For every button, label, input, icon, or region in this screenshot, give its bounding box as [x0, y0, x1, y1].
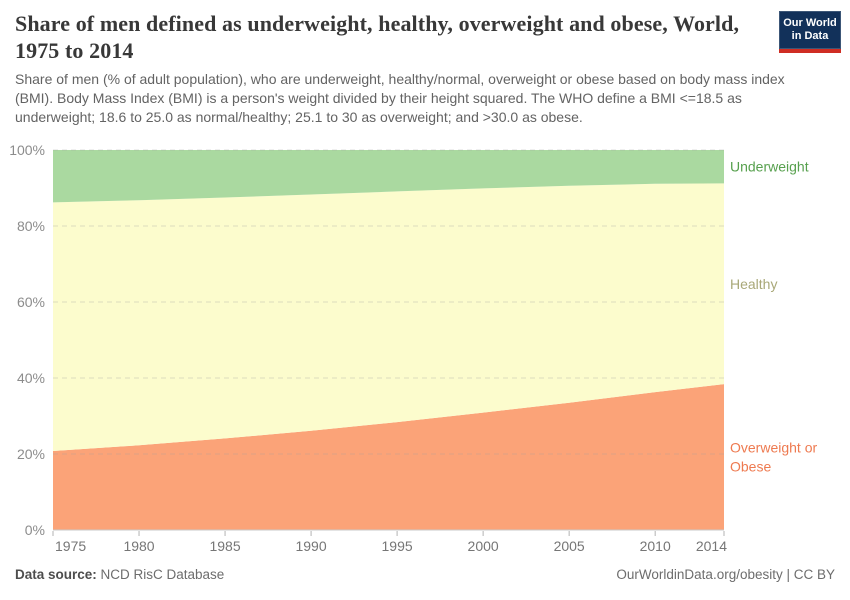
area-overweight-or-obese[interactable] [53, 384, 724, 530]
data-source-value: NCD RisC Database [96, 567, 225, 582]
x-axis-label: 2000 [468, 538, 499, 554]
y-axis-label: 40% [17, 370, 45, 386]
x-axis-label: 2014 [696, 538, 727, 554]
y-axis-label: 20% [17, 446, 45, 462]
data-source: Data source: NCD RisC Database [15, 567, 224, 587]
x-axis-label: 1990 [295, 538, 326, 554]
license-link[interactable]: OurWorldinData.org/obesity | CC BY [616, 567, 835, 582]
y-axis-label: 60% [17, 294, 45, 310]
y-axis-label: 100% [9, 142, 45, 158]
area-underweight[interactable] [53, 150, 724, 203]
chart-subtitle: Share of men (% of adult population), wh… [15, 71, 785, 125]
series-label-overweight-or-obese: Overweight or [730, 440, 817, 456]
chart-title: Share of men defined as underweight, hea… [15, 11, 740, 63]
series-label-overweight-or-obese: Obese [730, 459, 771, 475]
area-healthy[interactable] [53, 183, 724, 451]
series-label-underweight: Underweight [730, 159, 809, 175]
owid-logo[interactable]: Our World in Data [779, 11, 841, 53]
x-axis-label: 1995 [382, 538, 413, 554]
chart-footer: Data source: NCD RisC Database OurWorldi… [15, 567, 835, 587]
x-axis-label: 1980 [123, 538, 154, 554]
owid-logo-text-line1: Our World [783, 17, 837, 29]
owid-logo-text-line2: in Data [791, 30, 829, 42]
x-axis-label: 1985 [209, 538, 240, 554]
x-axis-label: 2005 [554, 538, 585, 554]
stacked-area-chart: 0% 20% 40% 60% 80% 100% 1975 1980 1985 1990 1995 20… [9, 142, 817, 554]
x-axis-label: 2010 [640, 538, 671, 554]
y-axis-label: 80% [17, 218, 45, 234]
data-source-label: Data source: [15, 567, 97, 582]
y-axis-label: 0% [25, 522, 45, 538]
x-axis-label: 1975 [55, 538, 86, 554]
series-label-healthy: Healthy [730, 276, 777, 292]
